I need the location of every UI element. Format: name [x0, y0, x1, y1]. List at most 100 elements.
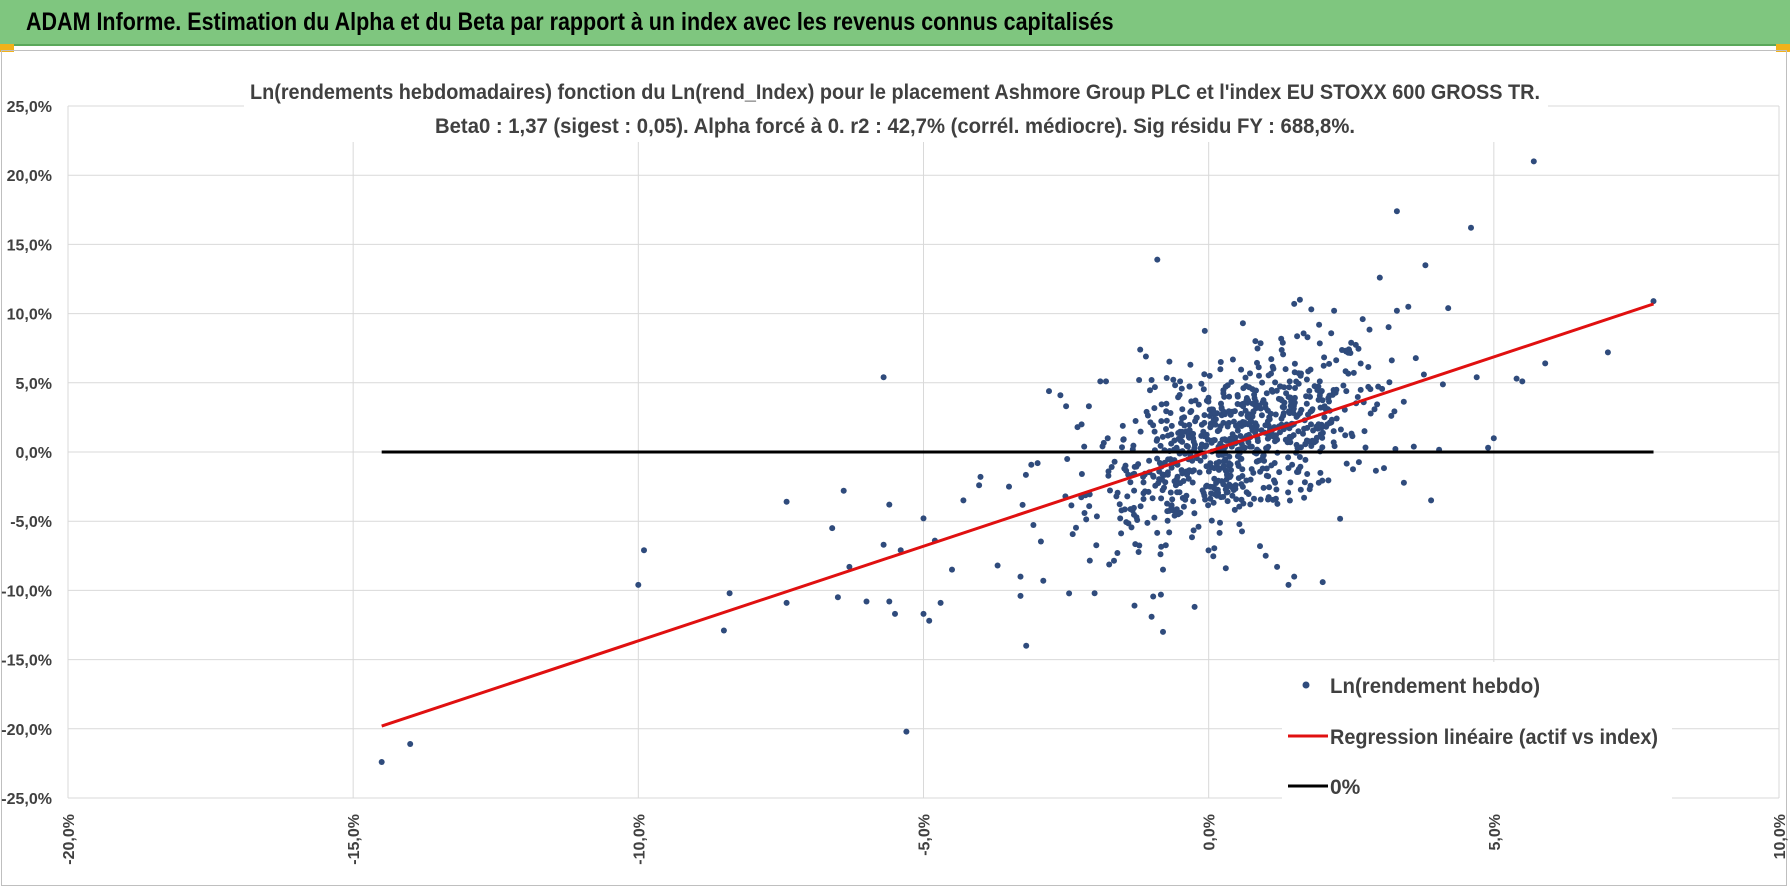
scatter-point — [1217, 366, 1224, 373]
scatter-point — [1210, 499, 1217, 506]
scatter-point — [920, 610, 927, 617]
scatter-point — [1159, 433, 1166, 440]
scatter-point — [1201, 453, 1208, 460]
scatter-point — [1321, 414, 1328, 421]
scatter-point — [1137, 503, 1144, 510]
scatter-point — [1147, 387, 1153, 394]
scatter-point — [1207, 424, 1214, 431]
scatter-point — [1157, 442, 1164, 449]
scatter-point — [1221, 436, 1228, 443]
scatter-point — [1158, 495, 1165, 502]
scatter-point — [1022, 471, 1029, 478]
scatter-point — [1196, 469, 1203, 476]
scatter-point — [1245, 414, 1251, 421]
scatter-point — [1291, 300, 1298, 307]
scatter-point — [1255, 403, 1262, 410]
y-tick-label: -5,0% — [10, 514, 52, 531]
scatter-point — [1234, 453, 1241, 460]
scatter-point — [1257, 496, 1264, 503]
scatter-point — [1248, 424, 1255, 431]
scatter-point — [1198, 380, 1205, 387]
scatter-point — [1186, 434, 1193, 441]
scatter-point — [1302, 456, 1309, 463]
scatter-point — [1235, 475, 1242, 482]
scatter-point — [1128, 524, 1135, 531]
scatter-point — [1262, 552, 1269, 559]
scatter-point — [1278, 347, 1285, 353]
scatter-point — [1226, 453, 1233, 460]
y-tick-label: -20,0% — [1, 722, 52, 739]
scatter-point — [1379, 385, 1386, 392]
scatter-point — [1405, 303, 1412, 310]
scatter-point — [1116, 501, 1123, 508]
scatter-point — [1179, 429, 1186, 436]
scatter-point — [1183, 492, 1190, 499]
scatter-point — [1279, 404, 1286, 410]
scatter-point — [1255, 364, 1262, 371]
scatter-point — [1282, 366, 1289, 373]
scatter-point — [1238, 410, 1245, 417]
scatter-point — [1218, 404, 1225, 411]
scatter-point — [1224, 498, 1231, 505]
scatter-point — [1256, 372, 1262, 379]
scatter-point — [1191, 441, 1198, 448]
scatter-point — [1068, 502, 1075, 509]
scatter-point — [1099, 443, 1106, 450]
scatter-point — [1030, 522, 1037, 528]
scatter-point — [1069, 531, 1076, 538]
scatter-point — [1318, 425, 1325, 431]
scatter-point — [1163, 417, 1170, 424]
scatter-point — [1081, 510, 1088, 516]
scatter-point — [1212, 416, 1219, 423]
scatter-point — [1178, 420, 1184, 426]
scatter-point — [1198, 421, 1205, 428]
scatter-point — [1130, 504, 1137, 511]
scatter-point — [1151, 514, 1158, 521]
scatter-point — [1297, 486, 1304, 493]
y-tick-label: 0,0% — [16, 445, 52, 462]
scatter-point — [1127, 479, 1134, 486]
scatter-point — [1142, 488, 1148, 495]
scatter-point — [1121, 465, 1128, 472]
x-tick-label: 5,0% — [1487, 814, 1504, 850]
scatter-point — [1316, 321, 1323, 328]
scatter-point — [1166, 529, 1173, 536]
scatter-point — [1234, 460, 1241, 467]
scatter-point — [1288, 434, 1295, 441]
scatter-point — [1259, 379, 1266, 386]
scatter-point — [1221, 393, 1228, 400]
scatter-point — [1357, 386, 1364, 393]
scatter-point — [1251, 395, 1258, 402]
legend-background — [1282, 662, 1672, 802]
scatter-point — [1195, 401, 1202, 408]
scatter-point — [1217, 519, 1223, 526]
scatter-point — [1291, 360, 1298, 367]
scatter-point — [1211, 475, 1218, 482]
scatter-point — [407, 741, 414, 747]
x-tick-label: 10,0% — [1772, 814, 1789, 859]
scatter-point — [1304, 471, 1311, 477]
scatter-point — [1274, 500, 1281, 507]
scatter-point — [1309, 437, 1316, 444]
scatter-point — [1134, 517, 1141, 523]
scatter-point — [1154, 455, 1161, 462]
scatter-point — [920, 515, 927, 522]
scatter-point — [1223, 489, 1230, 496]
scatter-point — [1177, 437, 1184, 444]
report-header: ADAM Informe. Estimation du Alpha et du … — [0, 0, 1790, 46]
scatter-point — [1306, 387, 1313, 394]
scatter-point — [1180, 503, 1187, 510]
scatter-point — [1253, 458, 1260, 465]
legend-label-scatter: Ln(rendement hebdo) — [1330, 675, 1540, 698]
scatter-point — [1355, 459, 1362, 466]
scatter-point — [1231, 408, 1238, 415]
scatter-point — [1150, 422, 1157, 429]
scatter-point — [1412, 355, 1419, 362]
scatter-point — [1271, 477, 1277, 484]
scatter-point — [1017, 592, 1024, 599]
scatter-point — [1243, 395, 1250, 401]
scatter-point — [1179, 415, 1186, 422]
scatter-point — [1333, 357, 1340, 364]
scatter-point — [1367, 386, 1374, 393]
scatter-point — [1234, 392, 1241, 398]
